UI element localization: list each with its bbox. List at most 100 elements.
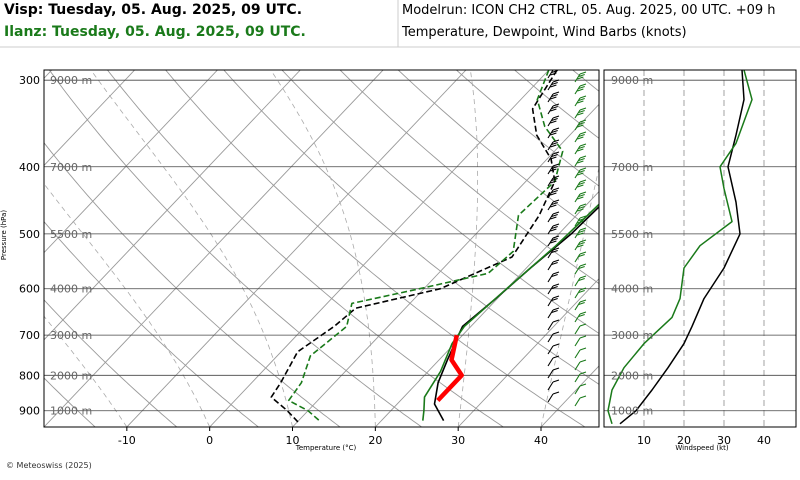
- wind-height-label: 4000 m: [611, 283, 653, 296]
- wind-barb: [574, 349, 581, 359]
- dry-adiabat: [223, 70, 599, 385]
- wind-height-label: 9000 m: [611, 74, 653, 87]
- wind-barb: [547, 81, 554, 91]
- wind-barb: [577, 160, 584, 164]
- wind-barb: [551, 105, 558, 110]
- temp-tick-label: 0: [206, 434, 213, 447]
- wind-barb: [547, 333, 554, 343]
- temp-tick-label: -10: [118, 434, 136, 447]
- wind-barb: [551, 261, 558, 266]
- wind-barb: [578, 97, 585, 102]
- wind-barb: [579, 155, 587, 159]
- wind-barb: [579, 143, 587, 147]
- dry-adiabat: [339, 70, 599, 285]
- dry-adiabat: [48, 70, 422, 427]
- wind-barb: [574, 145, 581, 155]
- wind-height-label: 1000 m: [611, 405, 653, 418]
- height-label: 2000 m: [50, 369, 92, 382]
- wind-barb: [551, 81, 558, 86]
- wind-barb: [579, 335, 587, 339]
- wind-barb: [551, 225, 558, 230]
- wind-barb: [552, 355, 560, 359]
- wind-barb: [574, 73, 581, 83]
- wind-barb: [547, 141, 554, 151]
- wind-barb: [579, 371, 587, 375]
- wind-barb: [577, 136, 584, 140]
- wind-barb: [552, 211, 560, 215]
- wind-barb: [578, 157, 585, 162]
- copyright: © Meteoswiss (2025): [6, 461, 92, 470]
- wind-barb: [550, 240, 557, 244]
- wind-barb: [552, 343, 560, 347]
- wind-barb: [574, 217, 581, 227]
- wind-barb: [552, 223, 560, 227]
- wind-barb: [579, 83, 587, 87]
- wind-barb: [547, 357, 554, 367]
- pressure-tick-label: 900: [19, 405, 40, 418]
- wind-barb: [551, 285, 558, 290]
- wind-barb: [552, 139, 560, 143]
- parcel-line: [436, 334, 464, 403]
- wind-barb: [547, 153, 554, 163]
- wind-barb: [574, 133, 581, 143]
- windspeed-tick-label: 40: [757, 434, 771, 447]
- moist-adiabat: [44, 315, 128, 427]
- wind-barb: [577, 112, 584, 116]
- wind-barb: [579, 203, 587, 207]
- wind-barb: [547, 393, 554, 403]
- wind-barb: [579, 251, 587, 255]
- wind-barb: [547, 381, 554, 391]
- wind-barb: [547, 321, 554, 331]
- wind-barb: [552, 379, 560, 383]
- temp-tick-label: 10: [286, 434, 300, 447]
- pressure-tick-label: 800: [19, 369, 40, 382]
- wind-barb: [577, 76, 584, 80]
- wind-barb: [578, 253, 585, 258]
- wind-barb: [552, 235, 560, 239]
- wind-barb: [579, 287, 587, 291]
- wind-barb: [552, 271, 560, 275]
- wind-barb: [551, 297, 558, 302]
- wind-barb: [551, 165, 558, 170]
- wind-barb: [547, 165, 554, 175]
- isotherm: [44, 70, 301, 341]
- ws1-line: [619, 70, 745, 425]
- dry-adiabat: [44, 221, 259, 427]
- wind-barb: [547, 237, 554, 247]
- wind-barb: [574, 289, 581, 299]
- wind-barb: [574, 205, 581, 215]
- wind-barb: [552, 163, 560, 167]
- wind-barb: [550, 156, 557, 160]
- wind-barb: [574, 85, 581, 95]
- wind-barb: [547, 261, 554, 271]
- wind-barb: [547, 309, 554, 319]
- wind-barb: [550, 228, 557, 232]
- wind-barb: [547, 213, 554, 223]
- x-axis-label: Temperature (°C): [295, 444, 357, 452]
- wind-barb: [579, 323, 587, 327]
- wind-barb: [551, 237, 558, 242]
- wind-barb: [550, 168, 557, 172]
- wind-barb: [551, 273, 558, 278]
- wind-barb: [551, 93, 558, 98]
- wind-barb: [547, 70, 554, 79]
- wind-barb: [579, 383, 587, 387]
- wind-barb: [578, 217, 585, 222]
- station1-title: Visp: Tuesday, 05. Aug. 2025, 09 UTC.: [4, 2, 303, 18]
- isotherm: [44, 70, 135, 167]
- wind-barb: [574, 181, 581, 191]
- wind-barb: [579, 167, 587, 171]
- wind-barb: [578, 193, 585, 198]
- wind-barb: [550, 192, 557, 196]
- wind-barb: [579, 359, 587, 363]
- wind-barb: [579, 215, 587, 219]
- wind-barb: [551, 249, 558, 254]
- ws2-line: [607, 70, 753, 425]
- windspeed-tick-label: 30: [717, 434, 731, 447]
- wind-barb: [574, 229, 581, 239]
- dry-adiabat: [572, 70, 599, 92]
- wind-barb: [578, 265, 585, 270]
- wind-barb: [579, 311, 587, 315]
- wind-barb: [547, 201, 554, 211]
- wind-barb: [574, 301, 581, 311]
